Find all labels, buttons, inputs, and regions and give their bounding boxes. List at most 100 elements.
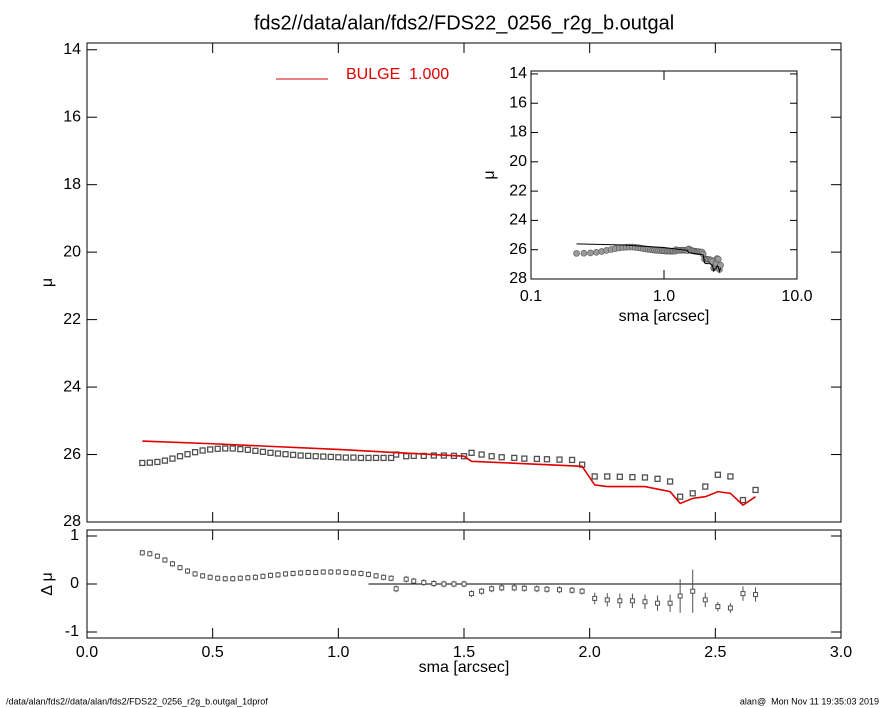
residual-point — [403, 576, 409, 582]
data-point — [161, 457, 169, 464]
y-tick-label: 18 — [509, 124, 527, 141]
data-point — [222, 445, 229, 452]
residual-point — [592, 595, 598, 601]
data-point — [146, 459, 153, 466]
residual-point — [469, 591, 475, 597]
inset-point — [714, 255, 722, 263]
residual-point — [421, 580, 427, 586]
x-tick-label: 1.5 — [453, 644, 475, 661]
data-point — [365, 454, 372, 462]
residual-point — [283, 571, 289, 577]
data-point — [320, 453, 327, 460]
residual-point — [677, 593, 683, 599]
data-point — [282, 451, 289, 458]
data-point — [714, 471, 721, 478]
residual-point — [320, 569, 326, 575]
data-point — [312, 453, 319, 460]
residual-point — [544, 586, 550, 592]
data-point — [468, 449, 475, 456]
data-point — [169, 455, 176, 462]
data-point — [403, 453, 410, 460]
data-point — [207, 446, 214, 453]
data-point — [267, 449, 274, 456]
residual-point — [260, 573, 266, 579]
residual-point — [365, 571, 371, 577]
residual-point — [343, 569, 349, 575]
data-point — [139, 459, 146, 467]
data-point — [654, 475, 661, 482]
data-point — [568, 456, 576, 464]
residual-point — [753, 592, 759, 598]
y-tick-label: 14 — [63, 41, 81, 58]
inset-point — [573, 250, 580, 257]
residual-point — [534, 586, 540, 592]
residual-point — [230, 576, 236, 582]
data-point — [521, 455, 528, 462]
residual-point — [655, 600, 661, 606]
y-tick-label: -1 — [65, 623, 79, 640]
data-point — [739, 496, 747, 504]
data-point — [191, 449, 199, 456]
data-point — [641, 474, 649, 481]
residual-point — [569, 587, 575, 593]
residual-point — [579, 588, 585, 594]
residual-point — [557, 587, 563, 593]
residual-point — [740, 591, 746, 597]
residual-point — [461, 581, 467, 587]
y-tick-label: 26 — [63, 446, 81, 463]
y-tick-label: 16 — [63, 108, 81, 125]
residual-point — [381, 574, 387, 580]
residual-point — [185, 568, 191, 574]
residual-point — [305, 569, 311, 575]
x-tick-label: 10.0 — [781, 288, 812, 305]
residual-point — [489, 586, 495, 592]
data-point — [357, 454, 365, 462]
inset-bg — [531, 71, 797, 279]
data-point — [327, 453, 334, 461]
residual-point — [617, 598, 623, 604]
x-axis-label: sma [arcsec] — [619, 308, 710, 325]
residual-point — [298, 570, 304, 576]
residual-point — [147, 551, 153, 557]
y-tick-label: 18 — [63, 176, 81, 193]
y-tick-label: 16 — [509, 94, 527, 111]
data-point — [252, 447, 259, 454]
y-tick-label: 0 — [70, 575, 79, 592]
data-point — [616, 473, 623, 480]
data-point — [478, 451, 485, 458]
data-point — [543, 456, 551, 463]
data-point — [380, 454, 387, 462]
data-point — [154, 458, 161, 466]
residual-point — [358, 570, 364, 576]
data-point — [176, 453, 184, 460]
residual-point — [727, 605, 733, 611]
y-axis-label: μ — [481, 170, 498, 179]
residual-point — [252, 574, 258, 580]
residual-point — [275, 572, 281, 578]
residual-point — [328, 569, 334, 575]
residual-point — [373, 573, 379, 579]
residual-point — [139, 550, 145, 556]
chart-title: fds2//data/alan/fds2/FDS22_0256_r2g_b.ou… — [254, 12, 674, 34]
y-tick-label: 20 — [509, 153, 527, 170]
inset-line — [576, 243, 721, 274]
data-point — [604, 473, 611, 480]
residual-point — [393, 586, 399, 592]
y-tick-label: 26 — [509, 241, 527, 258]
residual-point — [245, 575, 251, 581]
data-point — [342, 454, 350, 461]
residual-point — [215, 575, 221, 581]
residual-point — [169, 561, 175, 567]
data-point — [702, 483, 709, 490]
y-tick-label: 28 — [63, 513, 81, 530]
data-point — [199, 447, 206, 454]
residual-point — [207, 574, 213, 580]
residual-point — [690, 588, 696, 594]
y-tick-label: 28 — [509, 270, 527, 287]
y-tick-label: 24 — [63, 378, 81, 395]
residual-point — [431, 581, 437, 587]
data-point — [556, 456, 563, 463]
residual-point — [667, 600, 673, 606]
x-tick-label: 2.0 — [579, 644, 601, 661]
